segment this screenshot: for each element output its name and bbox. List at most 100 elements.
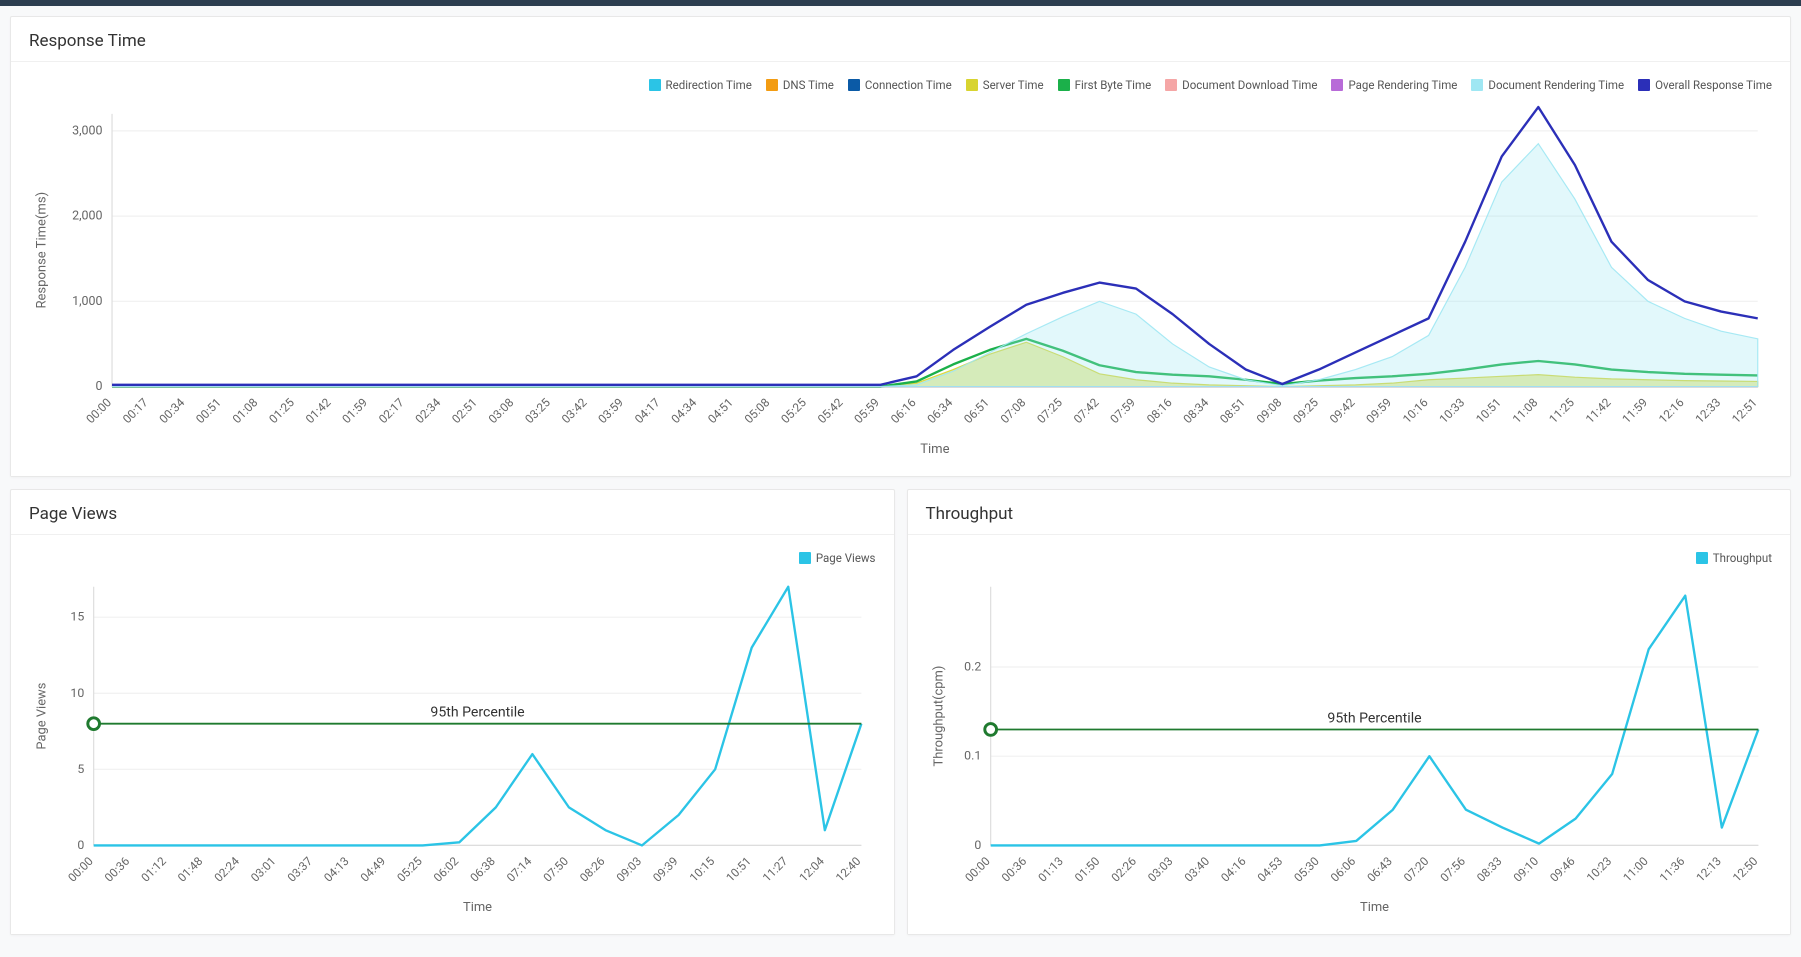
legend-label: Throughput [1713,551,1772,565]
svg-text:02:24: 02:24 [211,854,242,885]
legend-item[interactable]: Page Views [799,551,876,565]
legend-label: Connection Time [865,78,952,92]
svg-text:12:33: 12:33 [1693,395,1724,426]
panel-body: Redirection Time DNS Time Connection Time S… [11,62,1790,476]
svg-text:04:53: 04:53 [1254,854,1285,885]
svg-text:01:13: 01:13 [1035,854,1066,885]
svg-text:06:38: 06:38 [467,854,498,885]
response-time-panel: Response Time Redirection Time DNS Time Co… [10,16,1791,477]
legend-swatch [1471,79,1483,91]
legend-item[interactable]: Document Rendering Time [1471,78,1624,92]
svg-text:01:08: 01:08 [230,395,261,426]
legend-swatch [799,552,811,564]
svg-text:03:59: 03:59 [595,395,626,426]
svg-text:03:40: 03:40 [1181,854,1212,885]
legend-label: DNS Time [783,78,834,92]
svg-text:12:51: 12:51 [1729,395,1760,426]
svg-text:06:43: 06:43 [1364,854,1395,885]
svg-text:01:42: 01:42 [303,395,334,426]
legend-item[interactable]: Document Download Time [1165,78,1317,92]
panel-body: Throughput 00.10.200:0000:3601:1301:5002… [908,535,1791,934]
svg-text:02:34: 02:34 [413,395,444,426]
legend-item[interactable]: Redirection Time [649,78,752,92]
svg-text:02:51: 02:51 [449,395,480,426]
svg-text:12:13: 12:13 [1693,854,1724,885]
svg-text:Page Views: Page Views [34,682,49,749]
legend-label: First Byte Time [1075,78,1152,92]
svg-text:04:17: 04:17 [632,395,663,426]
legend-item[interactable]: Server Time [966,78,1044,92]
svg-text:05:08: 05:08 [742,395,773,426]
svg-text:06:16: 06:16 [888,395,919,426]
page-views-title: Page Views [29,504,876,524]
svg-text:00:00: 00:00 [65,854,96,885]
panel-header: Throughput [908,490,1791,535]
svg-text:06:51: 06:51 [961,395,992,426]
svg-text:15: 15 [70,610,84,624]
svg-text:09:42: 09:42 [1327,395,1358,426]
svg-text:05:25: 05:25 [778,395,809,426]
svg-text:06:02: 06:02 [431,854,462,885]
svg-text:11:00: 11:00 [1620,854,1651,885]
svg-text:03:08: 03:08 [486,395,517,426]
legend-label: Page Views [816,551,876,565]
svg-text:10:16: 10:16 [1400,395,1431,426]
legend-swatch [649,79,661,91]
legend-swatch [1331,79,1343,91]
svg-text:3,000: 3,000 [72,123,102,138]
svg-text:00:51: 00:51 [193,395,224,426]
svg-text:11:42: 11:42 [1583,395,1614,426]
svg-text:08:51: 08:51 [1217,395,1248,426]
throughput-svg: 00.10.200:0000:3601:1301:5002:2603:0303:… [926,575,1773,916]
svg-text:00:34: 00:34 [157,395,188,426]
svg-text:08:33: 08:33 [1474,854,1505,885]
svg-text:07:14: 07:14 [504,854,535,885]
panel-header: Response Time [11,17,1790,62]
top-bar [0,0,1801,6]
svg-text:04:16: 04:16 [1218,854,1249,885]
svg-text:06:06: 06:06 [1327,854,1358,885]
legend-item[interactable]: First Byte Time [1058,78,1152,92]
svg-text:08:16: 08:16 [1144,395,1175,426]
svg-text:12:04: 12:04 [796,854,827,885]
page-views-svg: 05101500:0000:3601:1201:4802:2403:0103:3… [29,575,876,916]
legend-label: Document Download Time [1182,78,1317,92]
legend-item[interactable]: Overall Response Time [1638,78,1772,92]
svg-text:07:59: 07:59 [1107,395,1138,426]
svg-text:95th Percentile: 95th Percentile [430,704,524,720]
svg-text:00:36: 00:36 [998,854,1029,885]
legend-item[interactable]: Page Rendering Time [1331,78,1457,92]
svg-text:09:46: 09:46 [1547,854,1578,885]
svg-text:Time: Time [1360,900,1389,915]
svg-text:03:01: 03:01 [248,854,279,885]
svg-text:95th Percentile: 95th Percentile [1327,710,1421,726]
bottom-row: Page Views Page Views 05101500:0000:3601… [10,489,1791,947]
legend-swatch [766,79,778,91]
svg-text:03:03: 03:03 [1144,854,1175,885]
svg-text:01:25: 01:25 [266,395,297,426]
legend-item[interactable]: DNS Time [766,78,834,92]
legend-swatch [966,79,978,91]
svg-text:03:37: 03:37 [285,854,316,885]
svg-text:04:13: 04:13 [321,854,352,885]
svg-text:04:34: 04:34 [669,395,700,426]
legend-label: Page Rendering Time [1348,78,1457,92]
svg-text:12:50: 12:50 [1729,854,1760,885]
svg-text:05:30: 05:30 [1291,854,1322,885]
svg-text:03:42: 03:42 [559,395,590,426]
svg-text:03:25: 03:25 [522,395,553,426]
svg-text:10:33: 10:33 [1437,395,1468,426]
svg-text:10:51: 10:51 [723,854,754,885]
svg-text:05:25: 05:25 [394,854,425,885]
legend-item[interactable]: Connection Time [848,78,952,92]
svg-text:09:08: 09:08 [1254,395,1285,426]
svg-text:Time: Time [920,442,949,457]
svg-text:07:25: 07:25 [1034,395,1065,426]
svg-text:12:40: 12:40 [833,854,864,885]
svg-text:07:50: 07:50 [540,854,571,885]
svg-text:05:59: 05:59 [851,395,882,426]
svg-text:09:25: 09:25 [1290,395,1321,426]
svg-text:01:50: 01:50 [1071,854,1102,885]
legend-item[interactable]: Throughput [1696,551,1772,565]
svg-text:02:26: 02:26 [1108,854,1139,885]
